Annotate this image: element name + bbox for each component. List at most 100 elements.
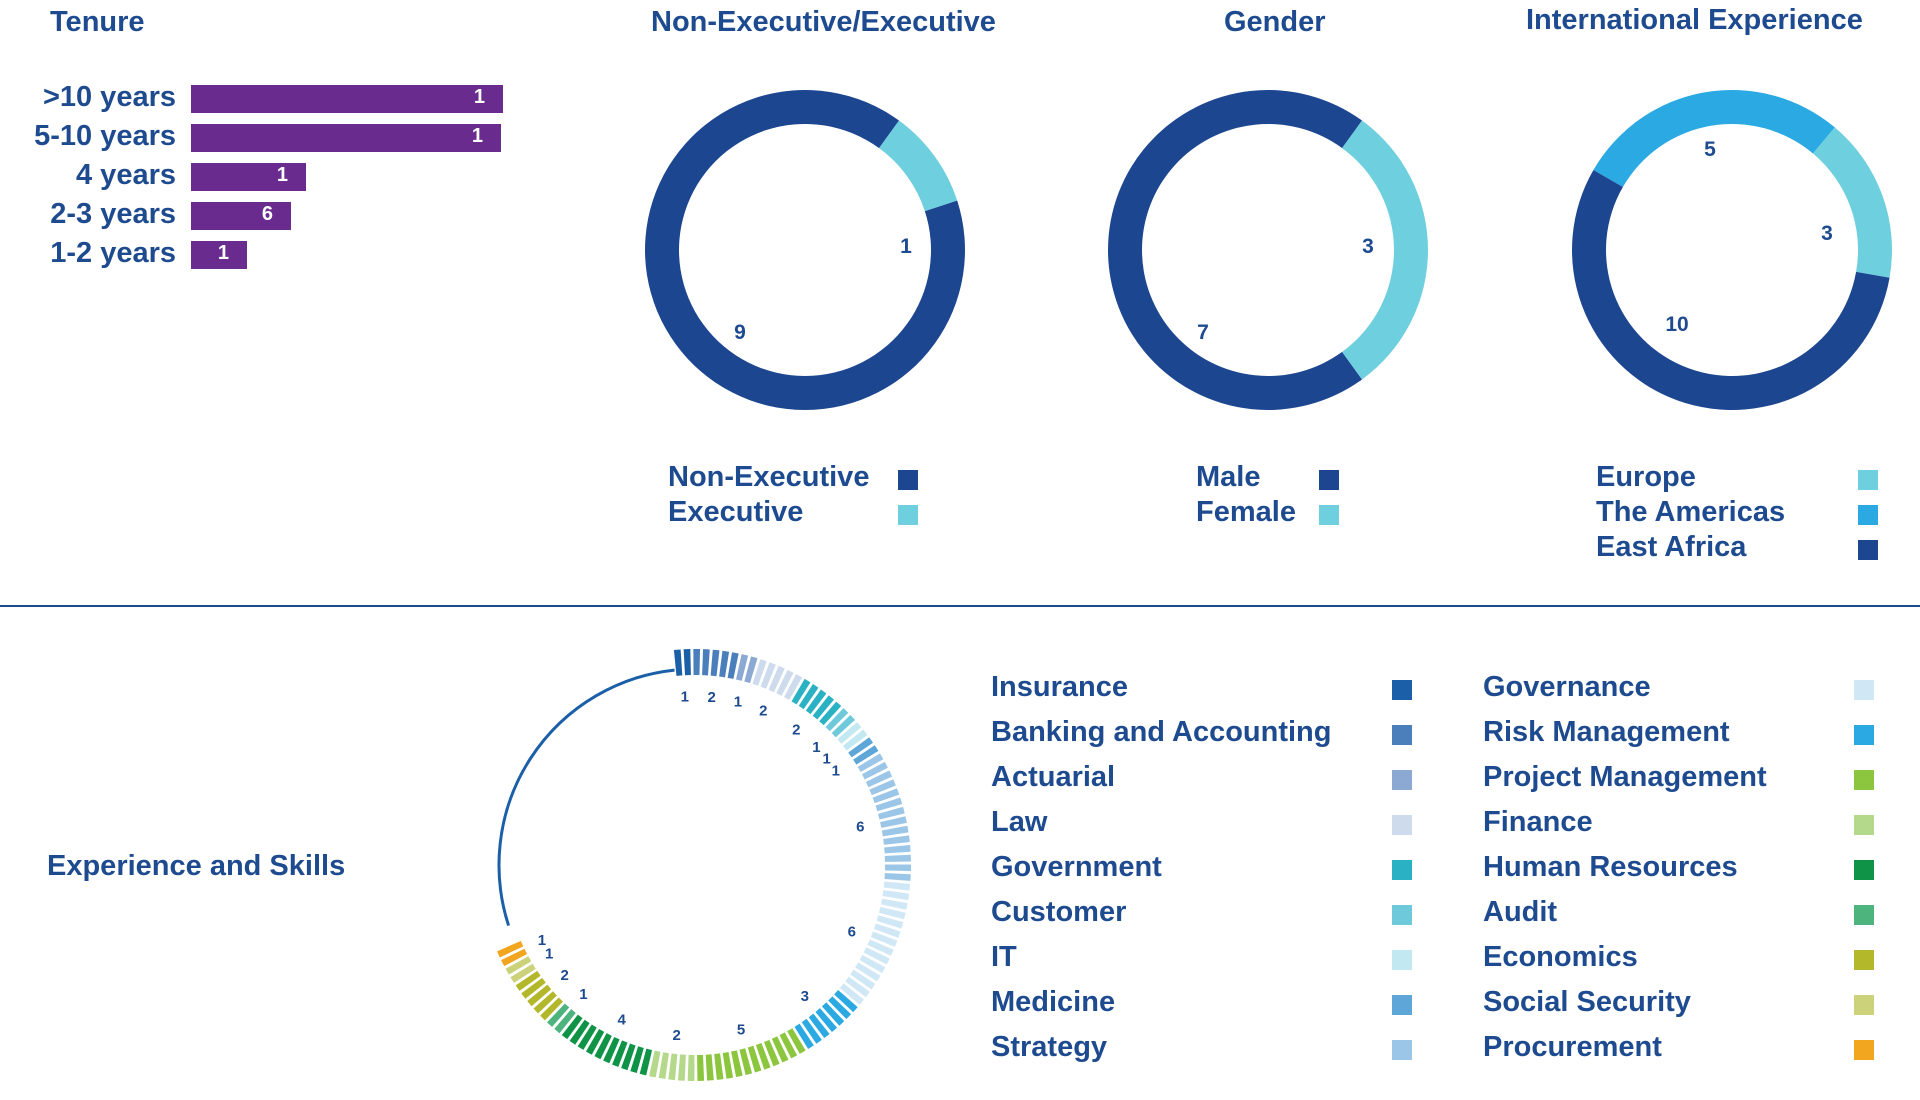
skills-segment-law [752, 659, 767, 686]
skills-segment-strategy [884, 854, 911, 862]
gender-value-male: 7 [1197, 321, 1209, 344]
skills-segment-human-resources [561, 1014, 583, 1040]
tenure-label-4-years: 4 years [76, 159, 176, 191]
intl-value-east-africa: 10 [1665, 313, 1688, 336]
skills-value-law: 2 [759, 702, 767, 719]
skills-legend-governance: Governance [1483, 671, 1651, 703]
tenure-value-2-3-years: 6 [261, 203, 273, 225]
skills-segment-finance [687, 1054, 695, 1081]
skills-legend-law: Law [991, 806, 1048, 838]
skills-swatch-medicine [1392, 995, 1412, 1015]
intl-swatch-east-africa [1858, 540, 1878, 560]
skills-swatch-risk-management [1854, 725, 1874, 745]
skills-segment-risk-management [828, 996, 852, 1020]
skills-segment-risk-management [794, 1023, 814, 1049]
skills-swatch-strategy [1392, 1040, 1412, 1060]
skills-segment-human-resources [569, 1019, 590, 1045]
skills-swatch-governance [1854, 680, 1874, 700]
gender-swatch-female [1319, 505, 1339, 525]
skills-swatch-finance [1854, 815, 1874, 835]
skills-segment-human-resources [639, 1048, 653, 1076]
exec-legend-non-executive: Non-Executive [668, 461, 870, 493]
skills-segment-procurement [497, 940, 524, 958]
skills-segment-strategy [881, 825, 909, 837]
gender-value-female: 3 [1362, 235, 1374, 258]
skills-legend-insurance: Insurance [991, 671, 1128, 703]
skills-legend-actuarial: Actuarial [991, 761, 1116, 793]
exec-swatch-non-executive [898, 470, 918, 490]
exec-slice-executive [879, 120, 958, 212]
skills-segment-governance [882, 890, 910, 901]
skills-segment-procurement [501, 948, 528, 967]
skills-swatch-actuarial [1392, 770, 1412, 790]
skills-segment-finance [677, 1054, 686, 1081]
skills-legend-procurement: Procurement [1483, 1031, 1662, 1063]
skills-swatch-economics [1854, 950, 1874, 970]
skills-swatch-social-security [1854, 995, 1874, 1015]
skills-segment-it [842, 729, 868, 751]
tenure-bar-4-years: 1 [191, 163, 306, 191]
skills-swatch-audit [1854, 905, 1874, 925]
skills-segment-law [768, 665, 785, 693]
skills-segment-strategy [869, 779, 896, 796]
exec-donut-chart: 91 [645, 89, 965, 410]
skills-segment-strategy [875, 797, 903, 812]
skills-segment-audit [547, 1003, 570, 1027]
skills-segment-governance [855, 962, 881, 982]
skills-segment-project-management [755, 1042, 771, 1070]
skills-segment-human-resources [621, 1043, 636, 1071]
intl-slice-the-americas [1593, 90, 1835, 187]
skills-legend-social-security: Social Security [1483, 986, 1691, 1018]
skills-segment-governance [880, 898, 908, 910]
skills-segment-customer [831, 714, 855, 738]
skills-segment-strategy [884, 864, 911, 872]
skills-segment-strategy [880, 816, 907, 828]
exec-value-executive: 1 [900, 235, 912, 258]
skills-value-procurement: 1 [538, 932, 546, 949]
skills-segment-strategy [861, 761, 888, 780]
skills-value-finance: 2 [672, 1027, 680, 1044]
skills-segment-governance [878, 906, 906, 920]
skills-segment-economics [527, 984, 552, 1007]
intl-slice-europe [1812, 127, 1892, 278]
tenure-label-2-3-years: 2-3 years [50, 198, 176, 230]
skills-segment-human-resources [577, 1024, 597, 1050]
skills-swatch-law [1392, 815, 1412, 835]
skills-segment-governance [850, 969, 876, 990]
skills-segment-governance [863, 947, 890, 965]
skills-segment-finance [668, 1053, 678, 1081]
skills-segment-banking-and-accounting [719, 650, 730, 678]
skills-legend-finance: Finance [1483, 806, 1593, 838]
skills-legend-banking-and-accounting: Banking and Accounting [991, 716, 1332, 748]
skills-segment-risk-management [808, 1013, 830, 1039]
intl-title: International Experience [1526, 4, 1863, 36]
skills-segment-strategy [883, 835, 910, 845]
section-divider [0, 605, 1920, 607]
skills-segment-it [837, 722, 862, 744]
skills-segment-banking-and-accounting [693, 649, 701, 676]
skills-segment-project-management [771, 1036, 789, 1063]
skills-segment-strategy [877, 806, 905, 820]
skills-value-social-security: 1 [545, 945, 553, 962]
intl-legend-the-americas: The Americas [1596, 496, 1786, 528]
skills-value-customer: 1 [812, 739, 820, 756]
skills-segment-insurance [673, 649, 683, 676]
skills-segment-social-security [505, 956, 532, 975]
skills-segment-human-resources [594, 1033, 612, 1060]
gender-donut-chart: 73 [1108, 90, 1428, 410]
tenure-bar-5-10-years: 1 [191, 124, 501, 152]
skills-legend-risk-management: Risk Management [1483, 716, 1730, 748]
skills-segment-project-management [787, 1028, 806, 1054]
exec-legend-executive: Executive [668, 496, 804, 528]
skills-swatch-customer [1392, 905, 1412, 925]
skills-value-it: 1 [822, 750, 830, 767]
skills-title: Experience and Skills [47, 850, 346, 882]
skills-segment-human-resources [585, 1029, 605, 1055]
skills-segment-project-management [697, 1054, 705, 1081]
skills-segment-governance [859, 954, 886, 974]
skills-legend-audit: Audit [1483, 896, 1558, 928]
skills-segment-project-management [739, 1048, 753, 1075]
skills-legend-it: IT [991, 941, 1017, 973]
skills-legend-human-resources: Human Resources [1483, 851, 1738, 883]
tenure-label-10-years: >10 years [42, 81, 176, 113]
